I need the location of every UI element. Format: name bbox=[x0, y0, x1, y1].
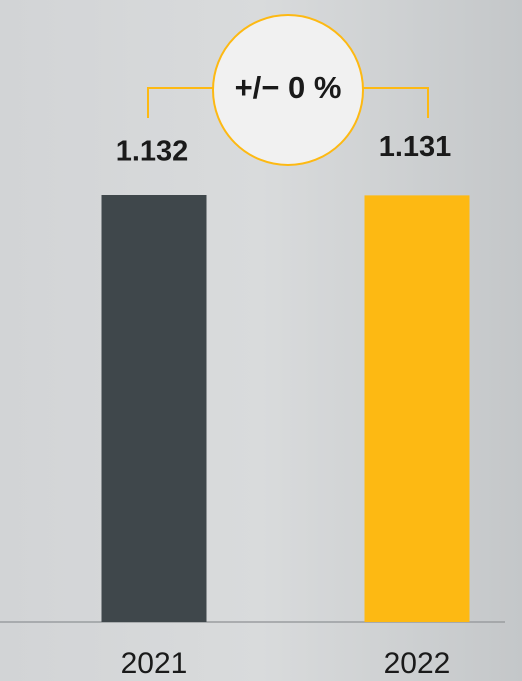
bracket bbox=[363, 87, 429, 118]
bar bbox=[101, 195, 207, 622]
value-label: 1.132 bbox=[116, 136, 189, 168]
change-badge bbox=[212, 14, 364, 166]
value-label: 1.131 bbox=[379, 131, 452, 163]
x-tick-label: 2021 bbox=[121, 647, 188, 680]
change-label: +/− 0 % bbox=[235, 70, 342, 105]
bracket bbox=[147, 87, 214, 118]
x-tick-label: 2022 bbox=[384, 647, 451, 680]
bar bbox=[364, 195, 470, 623]
